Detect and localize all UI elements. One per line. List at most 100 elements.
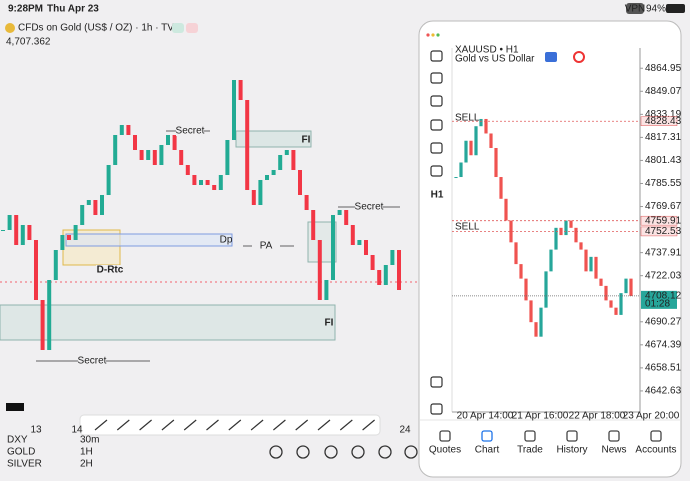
draw-tool[interactable] (295, 419, 309, 431)
draw-tool[interactable] (183, 419, 197, 431)
candle (185, 165, 190, 175)
draw-tool[interactable] (161, 419, 175, 431)
y-tick-label: 4674.39 (645, 339, 682, 350)
candle (34, 240, 38, 300)
draw-tool[interactable] (116, 419, 130, 431)
candle (599, 278, 603, 286)
draw-tool[interactable] (362, 419, 375, 431)
candle (172, 135, 177, 150)
candle (454, 177, 458, 179)
window-dot (436, 33, 440, 37)
status-battery: 94% (646, 4, 666, 15)
draw-tool[interactable] (339, 419, 353, 431)
y-tick-label: 4817.31 (645, 132, 682, 143)
tab-icon[interactable] (481, 430, 493, 442)
watch-timeframe: 2H (80, 459, 93, 470)
tab-label[interactable]: Trade (517, 445, 543, 456)
price-label-bg (640, 116, 678, 126)
candle (619, 293, 623, 315)
bottom-icon[interactable] (351, 445, 365, 459)
tool-icon[interactable] (430, 72, 443, 84)
candle (106, 165, 111, 195)
trade-button[interactable] (545, 52, 557, 62)
candle (534, 322, 538, 337)
tab-icon[interactable] (650, 430, 662, 442)
tab-icon[interactable] (439, 430, 451, 442)
x-tick-label: 20 Apr 14:00 (457, 411, 514, 422)
watch-symbol[interactable]: SILVER (7, 459, 42, 470)
tab-icon[interactable] (608, 430, 620, 442)
y-tick-label: 4769.67 (645, 201, 682, 212)
tab-label[interactable]: History (556, 445, 587, 456)
draw-tool[interactable] (250, 419, 264, 431)
candle (569, 220, 573, 228)
bottom-icon[interactable] (296, 445, 310, 459)
candle (324, 280, 329, 300)
draw-tool[interactable] (228, 419, 242, 431)
tool-icon[interactable] (430, 142, 443, 154)
window-dot (431, 33, 435, 37)
tool-icon[interactable] (430, 50, 443, 62)
candle (113, 135, 118, 165)
candle (469, 140, 473, 156)
candle (73, 225, 78, 240)
status-time: 9:28PM (8, 4, 43, 15)
tool-icon[interactable] (430, 376, 443, 388)
tab-icon[interactable] (524, 430, 536, 442)
tool-icon[interactable] (430, 119, 443, 131)
candle (212, 185, 217, 190)
current-price-label: 4708.12 (645, 291, 682, 302)
tool-icon[interactable] (430, 95, 443, 107)
zone-box (0, 304, 336, 341)
drawing-toolbar[interactable] (79, 414, 381, 436)
app-window (418, 20, 682, 478)
tab-label[interactable]: Chart (475, 445, 500, 456)
tab-label[interactable]: Quotes (429, 445, 461, 456)
candle (27, 225, 32, 240)
draw-tool[interactable] (94, 419, 108, 431)
draw-tool[interactable] (139, 419, 152, 431)
candle (564, 220, 568, 236)
annotation-bg (355, 202, 383, 212)
countdown: 01:28 (645, 299, 670, 310)
bottom-icon[interactable] (404, 445, 418, 459)
watch-symbol[interactable]: DXY (7, 435, 28, 446)
tool-icon[interactable] (430, 165, 443, 177)
candle (317, 240, 322, 300)
draw-tool[interactable] (273, 419, 286, 431)
order-price-label: 4828.43 (645, 116, 682, 127)
draw-tool[interactable] (317, 419, 331, 431)
annotation: Secret (355, 202, 384, 213)
draw-tool[interactable] (206, 419, 219, 431)
signal-icon[interactable] (573, 51, 585, 63)
candle (238, 80, 243, 100)
candle (524, 278, 528, 301)
candle (529, 300, 533, 323)
candle (80, 205, 85, 225)
timeframe-button[interactable]: H1 (431, 190, 444, 201)
tab-label[interactable]: News (601, 445, 626, 456)
bottom-icon[interactable] (378, 445, 392, 459)
candle (489, 133, 493, 148)
annotation-bg (176, 126, 204, 136)
bottom-icon[interactable] (324, 445, 338, 459)
candle (377, 270, 382, 285)
candle (539, 307, 543, 337)
y-tick-label: 4722.03 (645, 270, 682, 281)
tab-icon[interactable] (566, 430, 578, 442)
watch-symbol[interactable]: GOLD (7, 447, 35, 458)
candle (364, 240, 368, 255)
tool-icon[interactable] (430, 403, 443, 415)
x-tick-label: 21 Apr 16:00 (512, 411, 569, 422)
candle (47, 280, 52, 350)
price-label-bg (640, 226, 678, 237)
tab-label[interactable]: Accounts (635, 445, 676, 456)
candle (14, 215, 19, 245)
candle (86, 200, 91, 205)
description: Gold vs US Dollar (455, 54, 535, 65)
candle (484, 118, 488, 134)
bottom-icon[interactable] (269, 445, 283, 459)
candle (337, 210, 342, 215)
zone-box (65, 233, 233, 247)
candle (504, 198, 508, 221)
